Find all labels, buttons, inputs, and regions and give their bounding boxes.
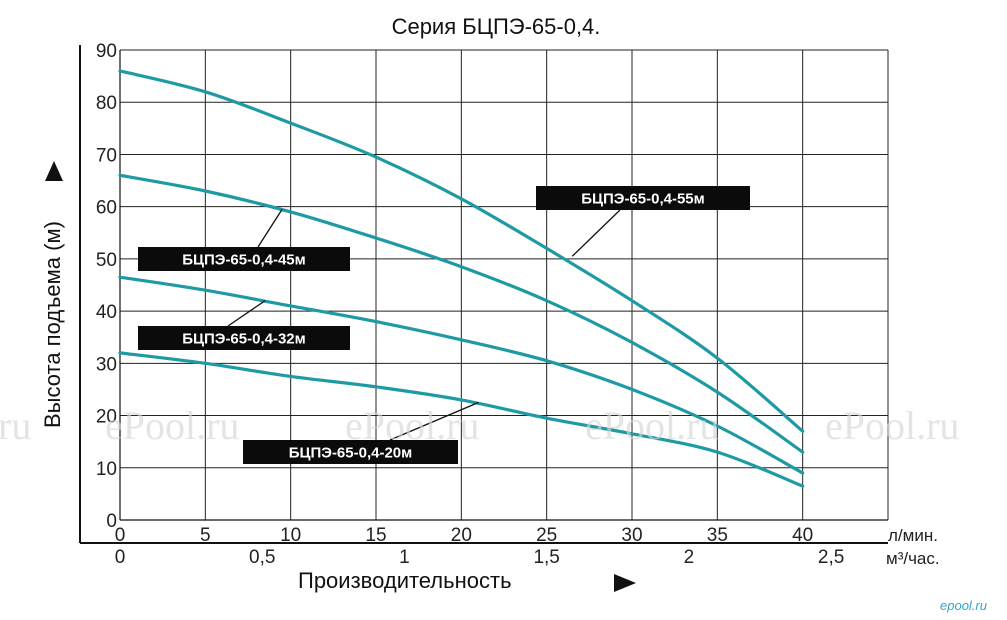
x-tick-label-secondary: 1,5: [533, 547, 559, 568]
x-tick-label-secondary: 2: [684, 547, 695, 568]
x-tick-label: 0: [115, 525, 126, 546]
label-leader-line: [389, 401, 479, 441]
x-tick-label: 40: [792, 525, 813, 546]
y-tick-label: 20: [96, 407, 117, 428]
y-axis-arrow-icon: [45, 161, 63, 181]
watermark: ePool.ru: [345, 403, 479, 448]
x-tick-label: 20: [451, 525, 472, 546]
series-label: БЦПЭ-65-0,4-32м: [182, 331, 306, 348]
y-tick-label: 60: [96, 198, 117, 219]
y-tick-label: 70: [96, 145, 117, 166]
watermark: ePool.ru: [585, 403, 719, 448]
x-tick-label: 5: [200, 525, 211, 546]
chart-title: Серия БЦПЭ-65-0,4.: [392, 14, 601, 39]
series-label: БЦПЭ-65-0,4-55м: [581, 191, 705, 208]
axes: [79, 45, 888, 544]
y-tick-label: 80: [96, 93, 117, 114]
x-unit-secondary: м³/час.: [886, 549, 940, 568]
series-label: БЦПЭ-65-0,4-45м: [182, 252, 306, 269]
x-unit-primary: л/мин.: [888, 526, 938, 545]
series-line: [118, 275, 805, 475]
label-leaders: [227, 208, 621, 441]
x-tick-label: 30: [621, 525, 642, 546]
x-tick-label: 10: [280, 525, 301, 546]
series-label-box: [138, 326, 350, 350]
y-tick-labels: 0 10 20 30 40 50 60 70 80 90: [96, 41, 117, 532]
y-tick-label: 10: [96, 459, 117, 480]
series-label-box: [138, 247, 350, 271]
series-line: [118, 173, 805, 454]
grid: [120, 49, 889, 520]
x-axis-arrow-icon: [614, 574, 636, 592]
series-line: [118, 69, 805, 433]
x-tick-label-secondary: 0,5: [249, 547, 275, 568]
series-lines: [118, 69, 805, 488]
x-tick-label-secondary: 2,5: [818, 547, 844, 568]
watermark: ePool.ru: [825, 403, 959, 448]
series-label-box: [536, 186, 750, 210]
x-tick-label-secondary: 0: [115, 547, 126, 568]
watermark: ru: [0, 403, 31, 448]
x-tick-label: 15: [365, 525, 386, 546]
x-axis-title: Производительность: [298, 568, 512, 593]
x-tick-label-secondary: 1: [399, 547, 410, 568]
series-label: БЦПЭ-65-0,4-20м: [289, 445, 413, 462]
x-tick-label: 35: [707, 525, 728, 546]
y-tick-label: 0: [106, 511, 117, 532]
label-leader-line: [571, 209, 621, 257]
series-line: [118, 351, 805, 488]
y-tick-label: 30: [96, 354, 117, 375]
y-tick-label: 90: [96, 41, 117, 62]
x-tick-labels-secondary: 0 0,5 1 1,5 2 2,5: [115, 547, 845, 568]
x-tick-label: 25: [536, 525, 557, 546]
series-label-box: [243, 440, 458, 464]
label-leader-line: [257, 208, 283, 248]
watermark: ePool.ru: [105, 403, 239, 448]
y-tick-label: 50: [96, 250, 117, 271]
series-labels: БЦПЭ-65-0,4-55м БЦПЭ-65-0,4-45м БЦПЭ-65-0,…: [138, 186, 750, 464]
site-logo: epool.ru: [940, 598, 987, 613]
label-leader-line: [227, 300, 266, 327]
y-tick-label: 40: [96, 302, 117, 323]
y-axis-title: Высота подъема (м): [40, 221, 65, 428]
x-tick-labels-primary: 0 5 10 15 20 25 30 35 40: [115, 525, 814, 546]
